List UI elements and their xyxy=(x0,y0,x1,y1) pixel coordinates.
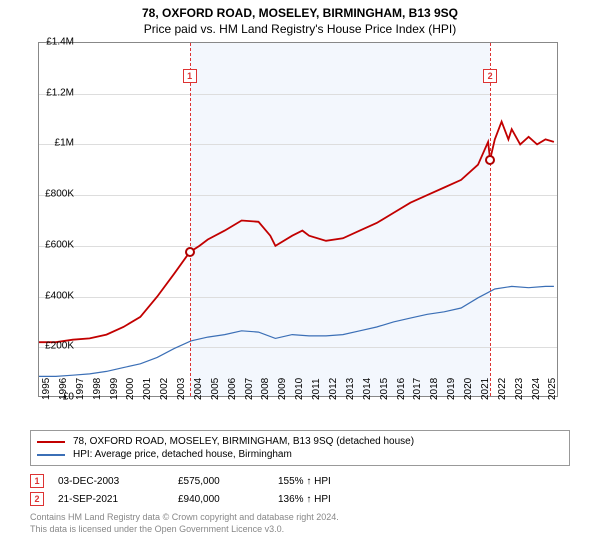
x-axis-tick: 2005 xyxy=(210,378,221,400)
x-axis-tick: 2003 xyxy=(176,378,187,400)
x-axis-tick: 2001 xyxy=(142,378,153,400)
line-chart-svg xyxy=(39,43,559,398)
x-axis-tick: 2020 xyxy=(463,378,474,400)
chart-container: 78, OXFORD ROAD, MOSELEY, BIRMINGHAM, B1… xyxy=(0,0,600,560)
x-axis-tick: 2000 xyxy=(125,378,136,400)
legend-label: HPI: Average price, detached house, Birm… xyxy=(73,449,292,460)
x-axis-tick: 2016 xyxy=(396,378,407,400)
x-axis-tick: 2009 xyxy=(277,378,288,400)
legend: 78, OXFORD ROAD, MOSELEY, BIRMINGHAM, B1… xyxy=(30,430,570,466)
transaction-price: £940,000 xyxy=(178,494,278,505)
transaction-pct: 155% ↑ HPI xyxy=(278,476,398,487)
transaction-date: 21-SEP-2021 xyxy=(58,494,178,505)
legend-item: 78, OXFORD ROAD, MOSELEY, BIRMINGHAM, B1… xyxy=(37,435,563,448)
x-axis-tick: 2013 xyxy=(345,378,356,400)
x-axis-tick: 2022 xyxy=(497,378,508,400)
footer-line-1: Contains HM Land Registry data © Crown c… xyxy=(30,512,570,524)
marker-dot-2 xyxy=(485,155,495,165)
y-axis-tick: £800K xyxy=(24,189,74,200)
plot-area: 12 xyxy=(38,42,558,397)
x-axis-tick: 2011 xyxy=(311,378,322,400)
x-axis-tick: 2018 xyxy=(429,378,440,400)
x-axis-tick: 2025 xyxy=(547,378,558,400)
chart-area: 12 £0£200K£400K£600K£800K£1M£1.2M£1.4M 1… xyxy=(38,42,598,422)
series-line-hpi xyxy=(39,286,554,376)
x-axis-tick: 2004 xyxy=(193,378,204,400)
x-axis-tick: 1995 xyxy=(41,378,52,400)
transaction-row: 2 21-SEP-2021£940,000136% ↑ HPI xyxy=(30,490,570,508)
transaction-row: 1 03-DEC-2003£575,000155% ↑ HPI xyxy=(30,472,570,490)
x-axis-tick: 1998 xyxy=(92,378,103,400)
marker-line-1 xyxy=(190,43,191,396)
marker-line-2 xyxy=(490,43,491,396)
x-axis-tick: 1999 xyxy=(109,378,120,400)
x-axis-tick: 1996 xyxy=(58,378,69,400)
x-axis-tick: 2014 xyxy=(362,378,373,400)
x-axis-tick: 2006 xyxy=(227,378,238,400)
marker-label-1: 1 xyxy=(183,69,197,83)
y-axis-tick: £1M xyxy=(24,138,74,149)
series-line-property xyxy=(39,122,554,343)
y-axis-tick: £1.2M xyxy=(24,87,74,98)
x-axis-tick: 2024 xyxy=(531,378,542,400)
transaction-pct: 136% ↑ HPI xyxy=(278,494,398,505)
transaction-price: £575,000 xyxy=(178,476,278,487)
footer-line-2: This data is licensed under the Open Gov… xyxy=(30,524,570,536)
x-axis-tick: 2012 xyxy=(328,378,339,400)
legend-swatch xyxy=(37,454,65,456)
marker-dot-1 xyxy=(185,247,195,257)
x-axis-tick: 2010 xyxy=(294,378,305,400)
x-axis-tick: 2021 xyxy=(480,378,491,400)
x-axis-tick: 2017 xyxy=(412,378,423,400)
transaction-marker: 2 xyxy=(30,492,44,506)
transaction-date: 03-DEC-2003 xyxy=(58,476,178,487)
footer-attribution: Contains HM Land Registry data © Crown c… xyxy=(30,512,570,535)
transaction-marker: 1 xyxy=(30,474,44,488)
legend-swatch xyxy=(37,441,65,443)
legend-item: HPI: Average price, detached house, Birm… xyxy=(37,448,563,461)
y-axis-tick: £400K xyxy=(24,290,74,301)
y-axis-tick: £200K xyxy=(24,341,74,352)
x-axis-tick: 2015 xyxy=(379,378,390,400)
x-axis-tick: 2019 xyxy=(446,378,457,400)
x-axis-tick: 2008 xyxy=(260,378,271,400)
x-axis-tick: 2007 xyxy=(244,378,255,400)
chart-subtitle: Price paid vs. HM Land Registry's House … xyxy=(0,20,600,42)
y-axis-tick: £1.4M xyxy=(24,37,74,48)
chart-title: 78, OXFORD ROAD, MOSELEY, BIRMINGHAM, B1… xyxy=(0,0,600,20)
x-axis-tick: 1997 xyxy=(75,378,86,400)
x-axis-tick: 2002 xyxy=(159,378,170,400)
y-axis-tick: £600K xyxy=(24,239,74,250)
marker-label-2: 2 xyxy=(483,69,497,83)
legend-label: 78, OXFORD ROAD, MOSELEY, BIRMINGHAM, B1… xyxy=(73,436,414,447)
transaction-table: 1 03-DEC-2003£575,000155% ↑ HPI 2 21-SEP-20… xyxy=(30,472,570,508)
x-axis-tick: 2023 xyxy=(514,378,525,400)
